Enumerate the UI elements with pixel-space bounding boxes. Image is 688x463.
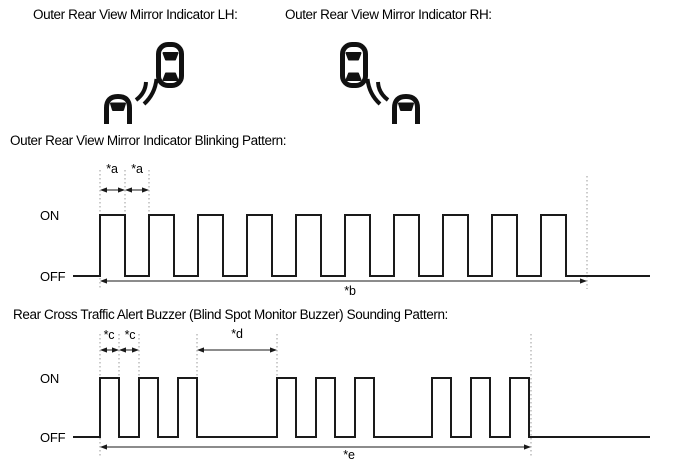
arrowhead-left-icon <box>100 347 107 353</box>
blink-dim-label: *a <box>131 162 143 176</box>
buzzer-dim-label: *c <box>103 328 115 342</box>
blink-dim-label: *b <box>344 284 356 298</box>
arrowhead-right-icon <box>112 347 119 353</box>
blink-off-label: OFF <box>40 269 66 284</box>
blink-on-label: ON <box>40 208 60 223</box>
arrowhead-left-icon <box>197 347 204 353</box>
arrowhead-right-icon <box>132 347 139 353</box>
buzzer-off-label: OFF <box>40 430 66 445</box>
mirror-indicator-rh-icon <box>294 32 424 127</box>
blink-waveform-path <box>73 214 650 277</box>
arrowhead-left-icon <box>100 187 107 193</box>
buzzer-on-label: ON <box>40 371 60 386</box>
buzzer-dim-label: *c <box>124 328 136 342</box>
buzzer-pattern-title: Rear Cross Traffic Alert Buzzer (Blind S… <box>13 307 448 322</box>
arrowhead-right-icon <box>524 444 531 450</box>
arrowhead-left-icon <box>119 347 126 353</box>
blink-pattern-title: Outer Rear View Mirror Indicator Blinkin… <box>10 133 287 148</box>
arrowhead-right-icon <box>118 187 125 193</box>
arrowhead-left-icon <box>125 187 132 193</box>
mirror-indicator-lh-icon <box>100 32 230 127</box>
blink-dim-label: *a <box>106 162 118 176</box>
buzzer-waveform-path <box>73 377 650 438</box>
mirror-indicator-lh-caption: Outer Rear View Mirror Indicator LH: <box>33 7 238 22</box>
arrowhead-right-icon <box>142 187 149 193</box>
mirror-indicator-rh-caption: Outer Rear View Mirror Indicator RH: <box>285 7 492 22</box>
arrowhead-left-icon <box>100 278 107 284</box>
buzzer-dim-label: *e <box>343 448 355 462</box>
buzzer-dim-label: *d <box>231 327 243 341</box>
arrowhead-left-icon <box>100 444 107 450</box>
arrowhead-right-icon <box>270 347 277 353</box>
arrowhead-right-icon <box>580 278 587 284</box>
